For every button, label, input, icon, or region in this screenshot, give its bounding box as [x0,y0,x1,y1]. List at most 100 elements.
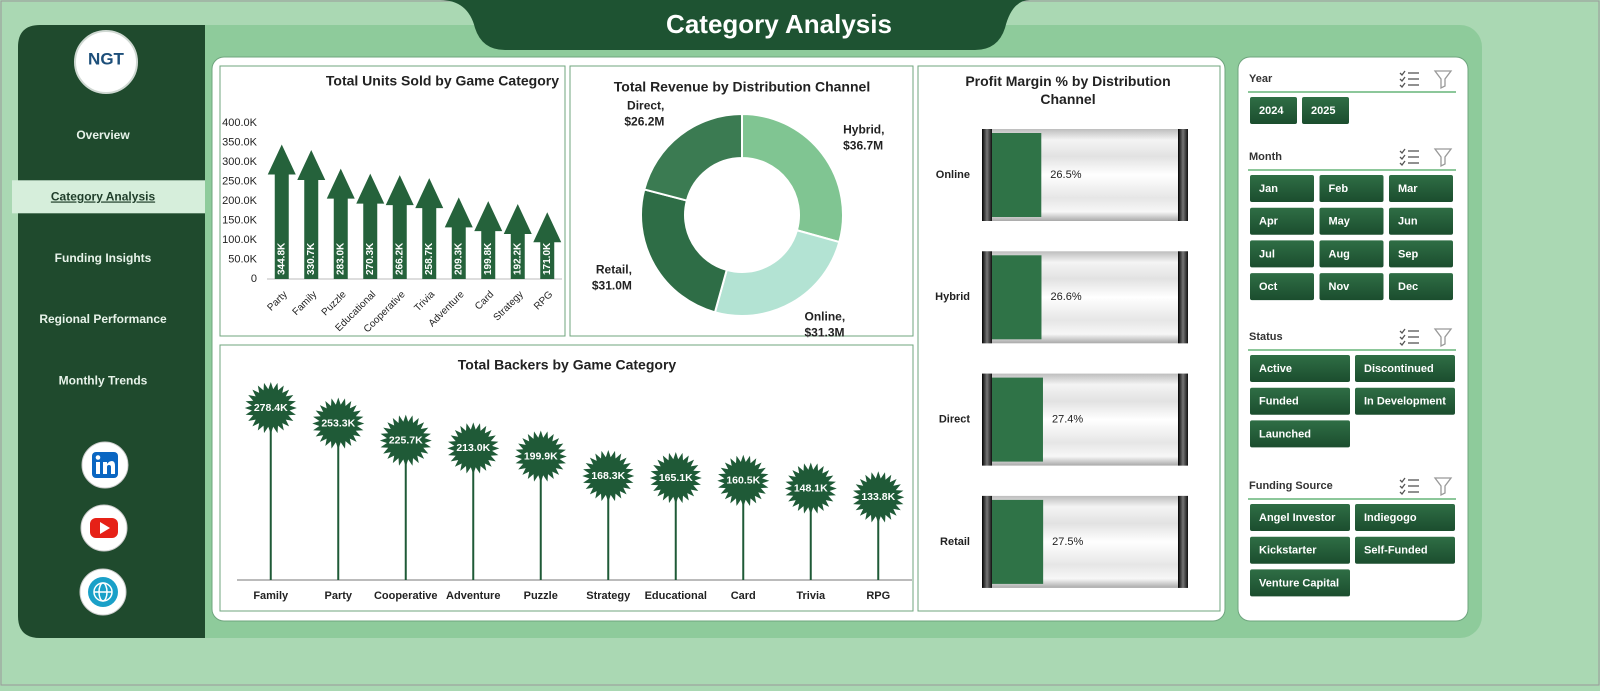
select-all-icon[interactable] [1399,328,1419,346]
select-all-icon[interactable] [1399,477,1419,495]
marker [582,450,635,502]
youtube-icon[interactable] [80,504,128,552]
button-bg [1355,536,1455,564]
icon-check [1399,76,1406,82]
button-bg [1319,273,1384,301]
bar-cap [1178,495,1188,588]
bar-cap [982,129,992,221]
slicer-button[interactable]: Dec [1389,273,1453,301]
slicer-button[interactable]: Jun [1389,207,1453,235]
arrow-bar [533,212,562,279]
clear-filter-icon[interactable] [1433,148,1453,168]
slicer-button[interactable]: Sep [1389,240,1453,268]
bar-cap [982,495,992,588]
marker [379,414,432,467]
web-icon[interactable] [79,568,127,616]
y-category-label: Retail [940,536,970,548]
marker [717,454,770,507]
nav-item[interactable]: Overview [76,128,130,142]
slicer-button[interactable]: Indiegogo [1355,504,1455,531]
chart-title: Total Units Sold by Game Category [326,73,559,89]
button-bg [1250,504,1350,531]
value-label: 266.2K [394,242,405,275]
slicer-button[interactable]: Apr [1250,207,1314,235]
chart-title: Profit Margin % by Distribution Channel [965,73,1171,107]
value-label: 160.5K [726,475,760,487]
button-label: Angel Investor [1259,512,1336,524]
slicer-button[interactable]: Angel Investor [1250,504,1350,531]
logo [74,30,138,94]
icon-check [1399,154,1406,160]
slicer-button[interactable]: Jan [1250,175,1314,202]
slicer-button[interactable]: Venture Capital [1250,569,1350,597]
button-label: 2024 [1259,105,1284,117]
marker [649,452,702,504]
bar [992,377,1043,462]
slicer-button[interactable]: Aug [1319,240,1384,268]
button-label: Aug [1329,248,1350,260]
nav-item[interactable]: Category Analysis [51,189,156,203]
sidebar [18,25,205,638]
marker [784,462,837,515]
slicer-button[interactable]: Funded [1250,387,1350,415]
select-all-icon[interactable] [1399,70,1419,88]
slice-label: Direct, [627,99,664,113]
slice-value: $36.7M [843,138,883,152]
button-label: 2025 [1311,105,1335,117]
button-bg [1250,97,1297,124]
value-label: 199.8K [483,242,494,275]
button-bg [1319,240,1384,268]
value-label: 192.2K [512,242,523,275]
clear-filter-icon[interactable] [1433,328,1453,348]
slicer-button[interactable]: May [1319,207,1384,235]
value-label: 283.0K [335,242,346,275]
slicer-button[interactable]: Feb [1319,175,1384,202]
slicer-button[interactable]: Mar [1389,175,1453,202]
value-label: 199.9K [524,450,558,462]
value-label: 344.8K [276,242,287,275]
arrow-bar [356,173,385,279]
bar-cap [1178,129,1188,221]
slice-value: $31.0M [592,278,632,292]
bar [992,133,1042,217]
icon-check [1399,340,1406,346]
nav-item[interactable]: Regional Performance [39,312,167,326]
x-tick-label: Cooperative [374,590,438,602]
value-label: 209.3K [453,242,464,275]
slicer-button[interactable]: Kickstarter [1250,536,1350,564]
slicer-button[interactable]: In Development [1355,387,1455,415]
clear-filter-icon[interactable] [1433,70,1453,90]
value-label: 225.7K [389,434,423,446]
slicer-button[interactable]: Jul [1250,240,1314,268]
linkedin-icon[interactable] [81,441,129,489]
pie-slice [643,112,743,202]
button-bg [1250,240,1314,268]
bar-cap [1178,373,1188,466]
y-tick-label: 250.0K [222,175,258,187]
button-label: Jun [1398,216,1418,228]
button-label: May [1329,216,1351,228]
slicer-button[interactable]: Active [1250,355,1350,382]
slicer-button[interactable]: 2025 [1302,97,1349,124]
nav-item[interactable]: Monthly Trends [59,373,148,387]
select-all-icon[interactable] [1399,148,1419,166]
slicer-button[interactable]: Self-Funded [1355,536,1455,564]
logo-text: NGT [88,49,125,68]
slicer-button[interactable]: 2024 [1250,97,1297,124]
icon-check [1399,70,1406,76]
y-tick-label: 0 [251,273,257,285]
nav-item[interactable]: Funding Insights [55,251,152,265]
button-label: Mar [1398,183,1418,195]
slicer-button[interactable]: Launched [1250,420,1350,448]
clear-filter-icon[interactable] [1433,477,1453,497]
slicer-button[interactable]: Discontinued [1355,355,1455,382]
button-bg [1355,355,1455,382]
icon-check [1399,477,1406,483]
slicer-button[interactable]: Nov [1319,273,1384,301]
icon-check [1399,160,1406,166]
pie-slice [741,112,844,244]
y-category-label: Hybrid [935,291,970,303]
value-label: 278.4K [254,402,288,414]
slicer-button[interactable]: Oct [1250,273,1314,301]
header-tab [440,0,1030,50]
